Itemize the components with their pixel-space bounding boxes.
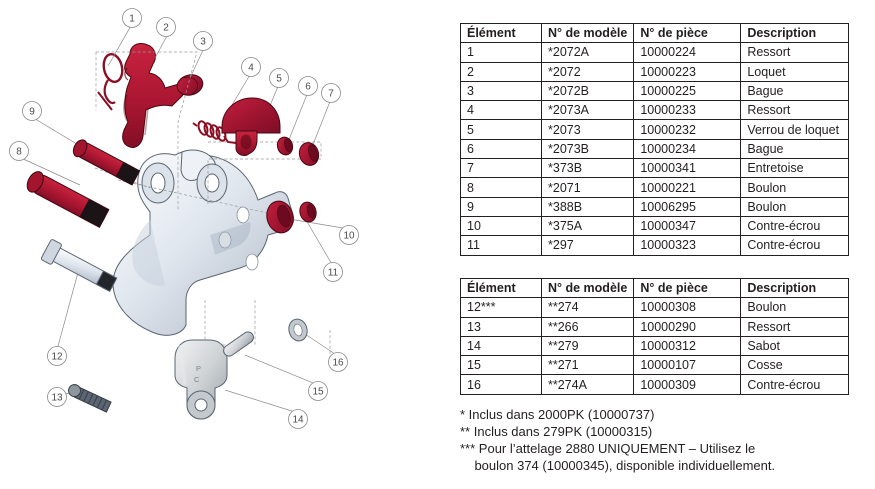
- svg-text:2: 2: [163, 22, 169, 33]
- svg-text:8: 8: [16, 146, 22, 157]
- svg-text:C: C: [194, 375, 200, 384]
- svg-text:P: P: [196, 364, 201, 373]
- svg-text:16: 16: [332, 357, 344, 368]
- svg-text:4: 4: [248, 62, 254, 73]
- svg-text:10: 10: [343, 230, 355, 241]
- svg-text:6: 6: [305, 81, 311, 92]
- svg-text:3: 3: [200, 36, 206, 47]
- svg-text:15: 15: [312, 386, 324, 397]
- svg-text:7: 7: [328, 88, 334, 99]
- svg-text:14: 14: [292, 414, 304, 425]
- svg-text:1: 1: [129, 13, 135, 24]
- svg-text:12: 12: [51, 351, 63, 362]
- svg-text:13: 13: [51, 392, 63, 403]
- svg-text:11: 11: [328, 267, 339, 278]
- svg-text:9: 9: [29, 106, 35, 117]
- svg-text:5: 5: [276, 73, 282, 84]
